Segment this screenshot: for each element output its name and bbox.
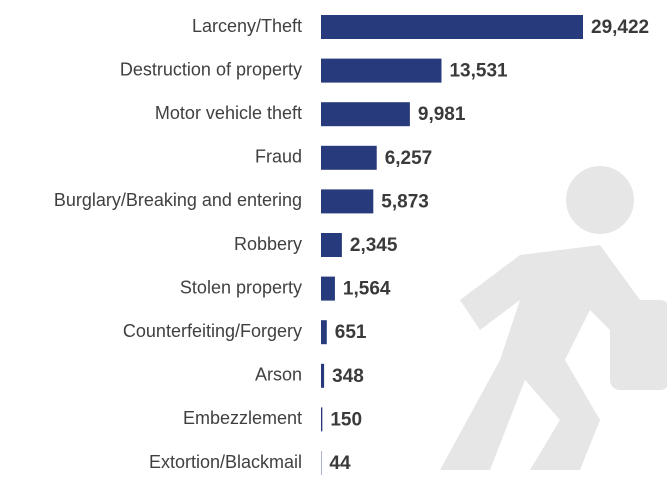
bar [321,58,442,83]
category-label: Motor vehicle theft [155,103,302,123]
value-label: 651 [335,322,367,343]
bar [321,15,583,39]
value-label: 44 [329,453,351,474]
value-label: 13,531 [449,61,508,82]
category-label: Destruction of property [120,59,302,79]
category-label: Larceny/Theft [192,16,302,36]
bar [321,102,410,127]
category-label: Embezzlement [183,408,302,428]
value-label: 1,564 [343,279,391,300]
value-label: 2,345 [350,235,398,256]
category-label: Fraud [255,147,302,167]
category-label: Burglary/Breaking and entering [54,190,302,210]
category-label: Robbery [234,234,302,254]
category-label: Arson [255,365,302,385]
category-label: Stolen property [180,277,302,297]
category-label: Extortion/Blackmail [149,452,302,472]
background-icon [440,166,667,470]
value-label: 6,257 [385,148,433,169]
value-label: 150 [330,409,362,430]
bar [321,276,335,301]
bar [321,320,327,345]
bar [321,363,325,388]
bar [321,189,374,214]
value-label: 29,422 [591,17,649,38]
bar [321,145,377,170]
bar [321,233,342,257]
value-label: 5,873 [381,191,429,212]
value-label: 348 [332,366,364,387]
category-label: Counterfeiting/Forgery [123,321,302,341]
value-label: 9,981 [418,104,466,125]
bar [321,407,323,432]
